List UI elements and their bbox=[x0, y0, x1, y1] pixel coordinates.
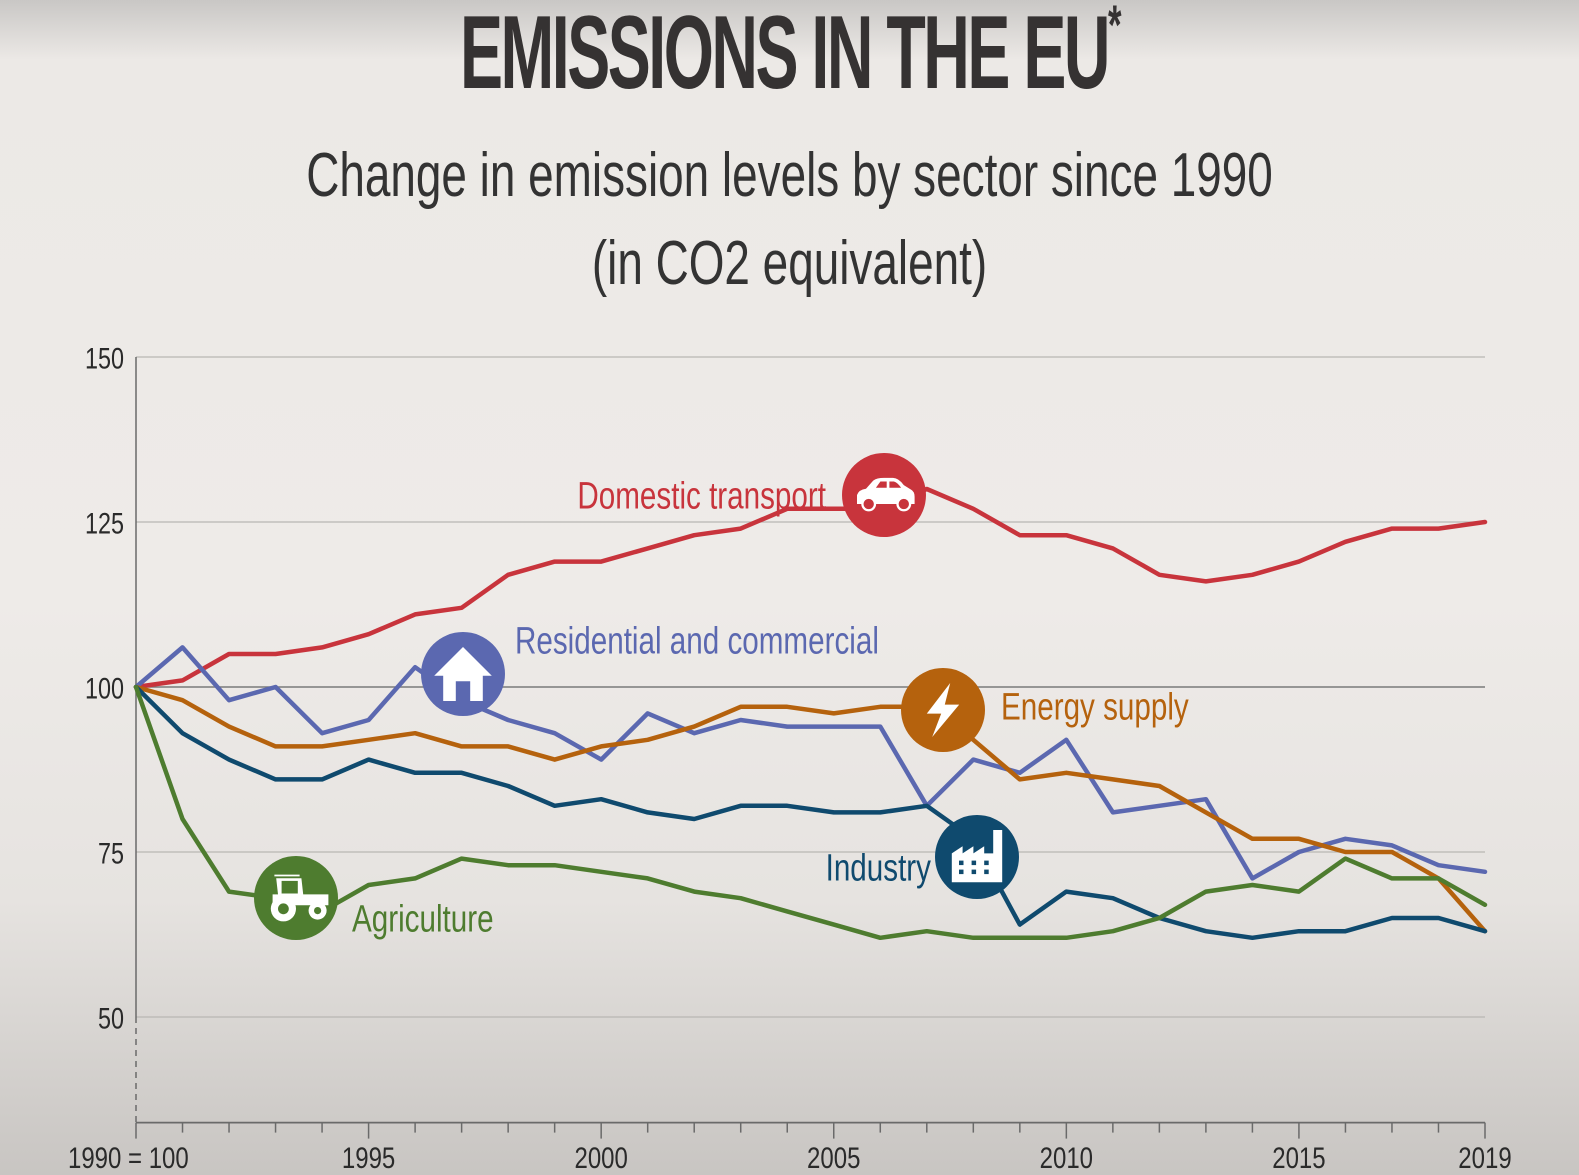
series-line-agriculture bbox=[133, 684, 1488, 941]
series-label-domestic-transport: Domestic transport bbox=[577, 475, 826, 517]
lightning-icon bbox=[901, 668, 985, 752]
x-axis-ticks: 1990 = 100 1995 2000 2005 2010 2015 2019 bbox=[68, 1122, 1512, 1175]
x-tick-label: 2005 bbox=[807, 1140, 860, 1174]
factory-window bbox=[959, 860, 964, 866]
car-wheel bbox=[896, 496, 912, 512]
x-tick-label: 2000 bbox=[574, 1140, 627, 1174]
lightning-icon-glyph bbox=[926, 683, 960, 737]
axes bbox=[135, 357, 1485, 1124]
series-label-residential-and-commercial: Residential and commercial bbox=[515, 620, 879, 662]
factory-icon-glyph bbox=[951, 830, 1003, 883]
car-windows bbox=[875, 481, 902, 488]
house-icon bbox=[421, 632, 505, 716]
car-icon-glyph bbox=[857, 477, 915, 512]
chart-subtitle-line1: Change in emission levels by sector sinc… bbox=[306, 141, 1273, 210]
factory-window bbox=[971, 860, 977, 866]
factory-icon bbox=[935, 815, 1019, 899]
y-tick-label: 75 bbox=[98, 837, 124, 870]
series-line-industry bbox=[133, 684, 1488, 941]
title-text: EMISSIONS IN THE EU bbox=[460, 0, 1110, 111]
lightning-bolt bbox=[926, 683, 960, 737]
car-wheel bbox=[861, 496, 877, 512]
factory-window bbox=[984, 869, 989, 875]
series-labels: Domestic transport Residential and commer… bbox=[352, 475, 1189, 940]
x-tick-label: 2010 bbox=[1040, 1140, 1093, 1174]
house-shape bbox=[434, 647, 492, 701]
series-line-residential-and-commercial bbox=[133, 645, 1488, 881]
series-label-industry: Industry bbox=[826, 847, 931, 889]
tractor-icon-glyph bbox=[270, 874, 329, 922]
car-icon bbox=[842, 453, 926, 537]
title-footnote-mark: * bbox=[1107, 0, 1121, 57]
y-axis-tick-labels: 50 75 100 125 150 bbox=[85, 342, 124, 1035]
house-icon-glyph bbox=[434, 647, 492, 701]
x-tick-label: 2019 bbox=[1458, 1140, 1511, 1174]
y-tick-label: 150 bbox=[85, 342, 124, 375]
y-tick-label: 100 bbox=[85, 672, 124, 705]
series-lines bbox=[133, 486, 1488, 941]
tractor-rear-hub bbox=[278, 903, 289, 915]
tractor-front-hub bbox=[314, 907, 322, 915]
chart-title: EMISSIONS IN THE EU* bbox=[300, 0, 1279, 113]
factory-window bbox=[984, 860, 989, 866]
y-tick-label: 50 bbox=[98, 1002, 124, 1035]
y-tick-label: 125 bbox=[85, 507, 124, 540]
x-tick-label: 1995 bbox=[342, 1140, 395, 1174]
tractor-icon bbox=[254, 856, 338, 940]
series-label-agriculture: Agriculture bbox=[352, 898, 494, 940]
factory-shape bbox=[951, 830, 1003, 883]
series-icons bbox=[254, 453, 1019, 940]
series-label-energy-supply: Energy supply bbox=[1001, 686, 1189, 728]
series-line-energy-supply bbox=[133, 684, 1488, 934]
x-tick-label: 2015 bbox=[1272, 1140, 1325, 1174]
factory-window bbox=[959, 869, 964, 875]
series-line-domestic-transport bbox=[133, 486, 1488, 690]
factory-window bbox=[971, 869, 977, 875]
chart-subtitle-line2: (in CO2 equivalent) bbox=[591, 229, 988, 298]
grid-lines bbox=[136, 356, 1485, 1018]
tractor-cab-window bbox=[281, 880, 298, 894]
x-tick-label: 1990 = 100 bbox=[68, 1140, 189, 1174]
